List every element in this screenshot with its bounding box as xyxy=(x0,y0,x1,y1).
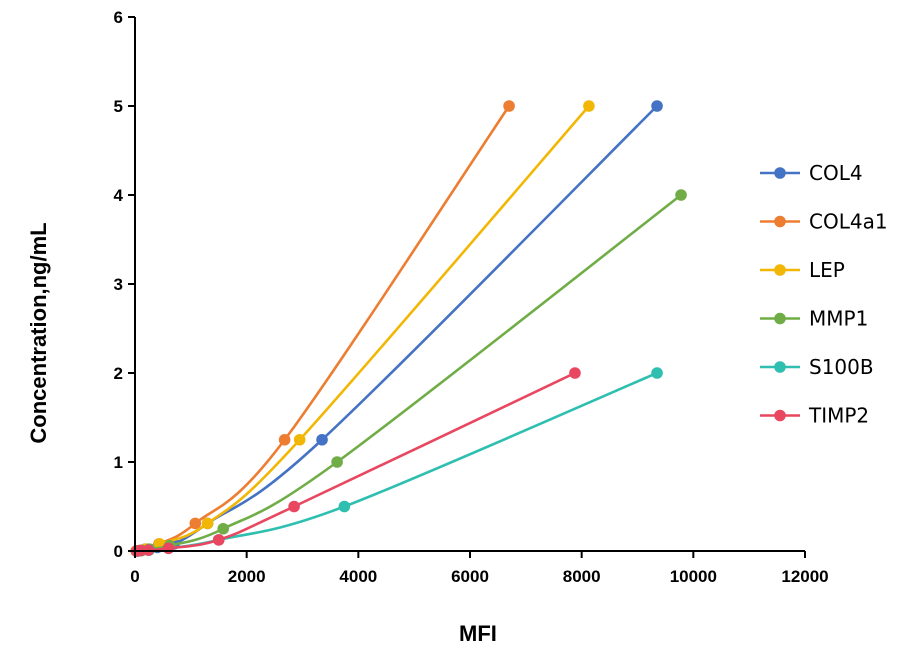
series-line-s100b xyxy=(135,371,659,553)
x-axis-title: MFI xyxy=(459,621,497,646)
series-line-mmp1 xyxy=(136,193,683,553)
data-point-s100b xyxy=(651,367,663,379)
legend: COL4 COL4a1 LEP MMP1 S100B TIMP2 xyxy=(760,161,888,428)
axes xyxy=(134,17,805,552)
y-tick-label: 4 xyxy=(114,186,124,205)
data-point-mmp1 xyxy=(217,522,230,535)
data-point-col4 xyxy=(316,433,328,446)
x-tick-label: 12000 xyxy=(781,567,828,586)
legend-swatch-marker xyxy=(774,312,786,325)
legend-label: LEP xyxy=(809,258,845,282)
legend-swatch-marker xyxy=(774,167,786,179)
legend-swatch-marker xyxy=(774,215,786,228)
data-point-timp2 xyxy=(212,534,225,546)
legend-label: TIMP2 xyxy=(808,404,869,428)
legend-swatch-marker xyxy=(774,264,786,276)
x-tick-label: 0 xyxy=(130,567,139,586)
data-point-s100b xyxy=(338,500,351,513)
legend-item-col4a1: COL4a1 xyxy=(760,210,888,234)
x-tick-label: 10000 xyxy=(670,567,717,586)
series-s100b xyxy=(131,367,663,557)
legend-label: COL4a1 xyxy=(809,210,888,234)
legend-label: MMP1 xyxy=(809,307,868,331)
legend-item-col4: COL4 xyxy=(760,161,863,185)
x-tick-label: 8000 xyxy=(563,567,601,586)
y-tick-label: 6 xyxy=(114,8,123,27)
data-point-lep xyxy=(583,100,595,112)
data-point-col4a1 xyxy=(189,517,202,530)
data-point-lep xyxy=(201,517,214,530)
y-tick-label: 0 xyxy=(114,542,123,561)
x-tick-label: 4000 xyxy=(339,567,377,586)
legend-item-lep: LEP xyxy=(760,258,845,282)
data-point-lep xyxy=(293,433,306,446)
x-tick-label: 6000 xyxy=(451,567,489,586)
legend-swatch-marker xyxy=(774,361,786,373)
y-ticks: 0 1 2 3 4 5 6 xyxy=(114,8,135,561)
data-point-mmp1 xyxy=(675,189,687,201)
y-tick-label: 3 xyxy=(114,275,123,294)
y-tick-label: 5 xyxy=(114,97,123,116)
y-axis-title: Concentration,ng/mL xyxy=(26,222,51,443)
series-mmp1 xyxy=(131,189,687,557)
data-point-col4 xyxy=(651,100,663,112)
data-point-timp2 xyxy=(162,542,175,555)
legend-item-mmp1: MMP1 xyxy=(760,307,868,331)
y-tick-label: 1 xyxy=(114,453,123,472)
legend-item-timp2: TIMP2 xyxy=(760,404,869,428)
series-col4a1 xyxy=(130,100,515,557)
data-point-timp2 xyxy=(569,367,581,379)
x-tick-label: 2000 xyxy=(228,567,266,586)
plot-area xyxy=(130,100,687,557)
data-point-col4a1 xyxy=(278,433,291,446)
data-point-col4a1 xyxy=(503,100,515,112)
y-tick-label: 2 xyxy=(114,364,123,383)
data-point-timp2 xyxy=(288,500,300,513)
series-line-col4a1 xyxy=(134,104,511,553)
legend-label: COL4 xyxy=(809,161,863,185)
legend-swatch-marker xyxy=(774,409,786,422)
x-ticks: 0 2000 4000 6000 8000 10000 12000 xyxy=(130,551,829,586)
legend-label: S100B xyxy=(809,355,874,379)
data-point-mmp1 xyxy=(331,456,343,468)
legend-item-s100b: S100B xyxy=(760,355,874,379)
